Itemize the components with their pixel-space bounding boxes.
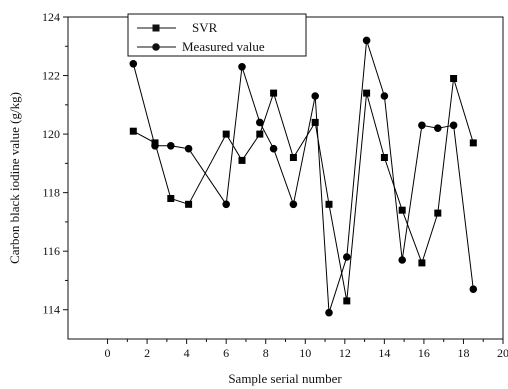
legend: SVR Measured value	[127, 13, 307, 57]
x-tick-label: 18	[457, 346, 469, 360]
y-tick-label: 124	[42, 10, 60, 24]
x-tick-label: 4	[184, 346, 190, 360]
data-point-measured	[469, 285, 478, 294]
axes-layer: 0 2 4 6 8 10 12 14 16 18 20 114 116 118 120 122 124	[42, 10, 508, 360]
data-point-svr	[129, 127, 137, 135]
data-point-svr	[270, 89, 278, 97]
y-tick-label: 114	[42, 303, 60, 317]
data-point-svr	[343, 297, 351, 305]
data-point-measured	[238, 63, 246, 71]
series-line-svr	[133, 78, 474, 301]
x-tick-label: 10	[299, 346, 311, 360]
data-point-svr	[325, 200, 333, 208]
data-point-measured	[255, 118, 264, 127]
data-point-svr	[363, 89, 371, 97]
data-point-svr	[167, 195, 175, 202]
data-point-svr	[450, 75, 458, 82]
data-point-measured	[325, 308, 333, 317]
y-tick-label: 122	[42, 69, 60, 83]
y-tick-label: 120	[42, 127, 60, 141]
x-tick-label: 14	[378, 346, 390, 360]
y-axis-title: Carbon black iodine value (g/kg)	[7, 92, 22, 264]
y-tick-label: 118	[42, 186, 60, 200]
x-tick-label: 16	[418, 346, 430, 360]
x-tick-label: 6	[223, 346, 229, 360]
x-tick-label: 20	[497, 346, 508, 360]
legend-svr-marker	[152, 24, 160, 32]
data-point-svr	[185, 200, 193, 208]
series-line-measured	[132, 40, 474, 313]
data-point-measured	[222, 200, 230, 209]
data-point-measured	[289, 200, 298, 209]
data-point-measured	[449, 121, 458, 130]
x-tick-label: 0	[105, 346, 111, 360]
data-point-measured	[434, 124, 442, 132]
data-point-measured	[269, 144, 278, 153]
data-point-measured	[343, 253, 351, 261]
legend-measured-marker	[152, 43, 160, 51]
x-tick-label: 12	[339, 346, 351, 360]
y-tick-label: 116	[42, 244, 60, 258]
data-point-measured	[398, 256, 407, 264]
data-point-svr	[222, 130, 230, 138]
data-point-svr	[311, 118, 319, 126]
data-point-measured	[167, 142, 175, 150]
data-point-svr	[380, 154, 388, 161]
data-point-measured	[418, 121, 426, 130]
data-point-measured	[311, 92, 320, 100]
data-point-measured	[184, 144, 193, 153]
series-layer	[129, 36, 478, 317]
data-point-svr	[398, 206, 406, 214]
data-point-measured	[380, 92, 389, 100]
data-point-svr	[418, 259, 426, 267]
x-axis-title: Sample serial number	[228, 371, 342, 386]
data-point-measured	[362, 36, 371, 45]
x-tick-label: 2	[144, 346, 150, 360]
data-point-svr	[289, 154, 297, 161]
data-point-svr	[434, 209, 442, 217]
data-point-svr	[469, 139, 477, 147]
data-point-svr	[238, 156, 246, 164]
legend-svr-label: SVR	[192, 20, 218, 35]
x-tick-label: 8	[263, 346, 269, 360]
data-point-measured	[129, 60, 138, 68]
legend-measured-label: Measured value	[182, 39, 265, 54]
data-point-svr	[256, 130, 264, 138]
data-point-measured	[151, 142, 159, 150]
